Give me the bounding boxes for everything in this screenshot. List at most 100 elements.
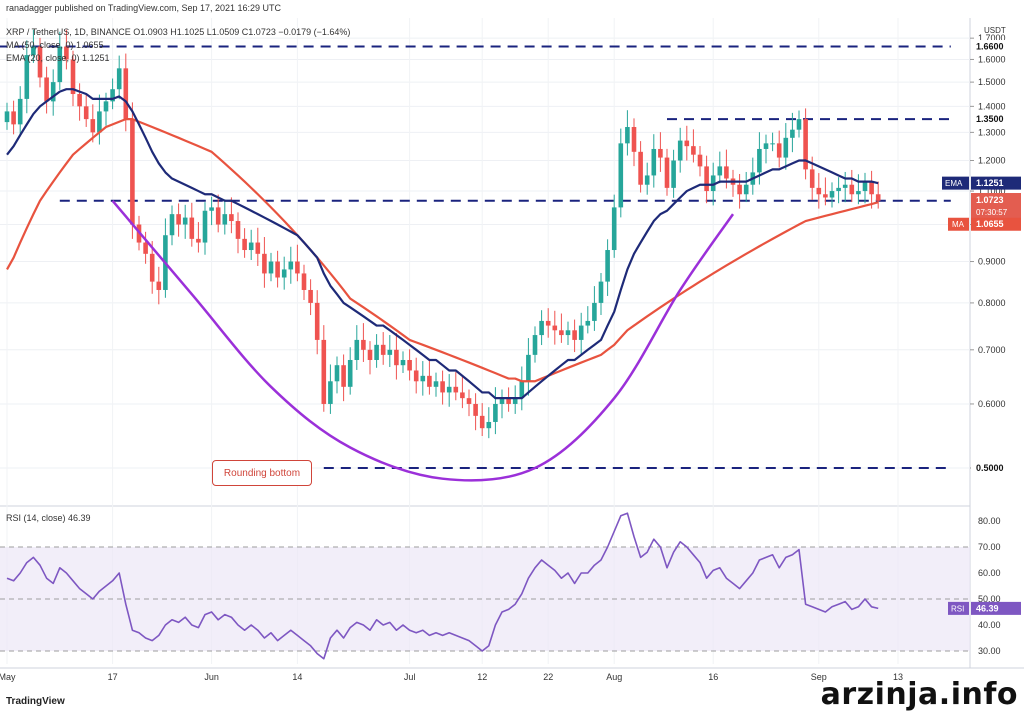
candle-body (684, 140, 690, 147)
rsi-tick-label: 50.00 (978, 594, 1001, 604)
time-tick-label: 13 (893, 672, 903, 682)
candle-body (724, 166, 729, 179)
price-tick-label: 1.3000 (978, 127, 1006, 137)
rsi-tick-label: 80.00 (978, 516, 1001, 526)
candle-body (440, 381, 445, 393)
rsi-value-label-bg (971, 601, 1021, 615)
candle-body (427, 375, 432, 387)
rsi-line (6, 512, 879, 660)
candle-body (367, 349, 373, 360)
rsi-tick-label: 70.00 (978, 542, 1001, 552)
time-tick-label: 12 (477, 672, 487, 682)
candle-body (64, 46, 69, 60)
candle-body (354, 339, 360, 360)
price-unit-label: USDT (984, 26, 1006, 35)
candle-body (17, 98, 23, 125)
candle-body (796, 119, 802, 130)
candle-body (248, 242, 254, 251)
candle-body (539, 320, 544, 336)
rsi-band (0, 546, 970, 652)
rounding-bottom-label: Rounding bottom (212, 460, 312, 486)
indicator-lines (6, 88, 879, 660)
candle-body (506, 398, 511, 404)
candle-body (631, 127, 637, 152)
candle-body (466, 398, 472, 404)
level-price-label: 0.5000 (976, 463, 1004, 473)
candle-body (103, 101, 109, 112)
ohlc-line: XRP / TetherUS, 1D, BINANCE O1.0903 H1.1… (6, 27, 351, 37)
candle-body (176, 214, 181, 225)
candle-body (842, 184, 848, 188)
candle-body (499, 398, 505, 404)
candle-body (836, 187, 841, 192)
ma-name-label: MA (952, 220, 965, 229)
rsi-name-bg (948, 601, 969, 615)
candle-body (460, 392, 465, 399)
candle-body (229, 214, 234, 222)
candle-body (473, 403, 478, 416)
time-axis: May 17 Jun 14 Jul 12 22 Aug 16 Sep 13 (0, 672, 903, 682)
candle-body (189, 217, 195, 239)
time-tick-label: May (0, 672, 16, 682)
candle-body (519, 381, 525, 399)
candle-body (262, 253, 267, 274)
rsi-tick-label: 60.00 (978, 568, 1001, 578)
candle-body (737, 184, 742, 195)
candle-body (849, 184, 855, 195)
candle-body (453, 386, 459, 393)
candle-body (790, 129, 795, 138)
time-tick-label: Sep (811, 672, 827, 682)
ma-value-label-bg (971, 217, 1021, 231)
candle-body (255, 242, 261, 254)
candle-body (677, 140, 683, 161)
candle-body (341, 365, 346, 387)
candle-body (572, 330, 577, 340)
level-price-label-bg (971, 461, 1021, 475)
price-tick-label: 0.6000 (978, 399, 1006, 409)
ema20-line (6, 88, 879, 400)
candle-body (394, 349, 399, 366)
candle-body (374, 344, 379, 360)
candle-body (202, 210, 208, 243)
candle-body (400, 359, 406, 366)
candle-body (869, 181, 874, 195)
time-tick-label: 17 (108, 672, 118, 682)
candle-body (44, 77, 49, 102)
candle-body (598, 281, 604, 303)
time-tick-label: Jul (404, 672, 416, 682)
candle-body (149, 253, 155, 282)
candle-body (816, 187, 822, 195)
candle-body (57, 46, 63, 83)
candle-body (479, 415, 485, 429)
candle-body (420, 375, 426, 382)
rsi-tick-label: 30.00 (978, 646, 1001, 656)
candle-body (526, 354, 531, 382)
candle-body (215, 207, 221, 225)
candle-body (862, 181, 868, 192)
ma50-line (6, 118, 879, 383)
candle-body (691, 146, 696, 155)
candle-body (143, 242, 148, 254)
candle-body (31, 46, 36, 56)
candle-body (809, 169, 815, 188)
rsi-axis: 30.00 40.00 50.00 60.00 70.00 80.00 (978, 516, 1001, 656)
price-tick-label: 1.4000 (978, 101, 1006, 111)
candle-body (658, 148, 663, 158)
candle-body (70, 59, 76, 95)
candle-body (24, 55, 30, 99)
candle-body (11, 111, 16, 125)
ma-legend: MA (50, close, 0) 1.0655 (6, 40, 104, 50)
level-price-label-bg (971, 112, 1021, 126)
candle-body (50, 82, 56, 102)
candle-body (585, 320, 591, 326)
candle-body (493, 403, 498, 422)
candle-body (380, 344, 386, 355)
candle-body (611, 207, 617, 251)
candle-body (757, 148, 762, 173)
candle-body (743, 184, 749, 195)
candle-body (90, 119, 96, 133)
candle-body (532, 335, 538, 355)
candle-body (783, 137, 789, 158)
candle-body (823, 194, 828, 198)
candle-body (512, 398, 518, 404)
